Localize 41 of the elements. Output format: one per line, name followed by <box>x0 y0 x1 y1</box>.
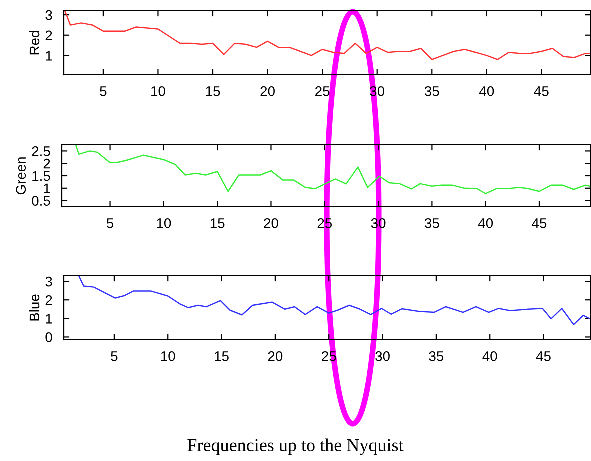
x-tick-label: 15 <box>215 352 229 362</box>
y-tick-label: 0.5 <box>32 196 50 206</box>
y-tick-label: 0 <box>46 332 52 342</box>
x-tick-label: 30 <box>376 351 390 362</box>
y-tick-label: 2 <box>46 30 52 40</box>
y-tick-label: 1 <box>46 51 52 61</box>
x-tick-label: 5 <box>106 218 114 228</box>
x-tick-label: 15 <box>206 86 220 96</box>
y-axis-title: Red <box>29 31 40 55</box>
x-tick-label: 20 <box>264 218 278 228</box>
x-tick-label: 15 <box>210 218 225 228</box>
x-tick-label: 10 <box>157 218 172 228</box>
x-tick-label: 35 <box>425 218 440 228</box>
x-tick-label: 45 <box>536 352 551 362</box>
x-tick-label: 20 <box>260 86 275 96</box>
x-tick-label: 35 <box>424 86 440 96</box>
x-tick-label: 20 <box>268 351 283 362</box>
y-tick-label: 1 <box>46 314 52 324</box>
line-series <box>78 276 591 326</box>
x-tick-label: 40 <box>478 218 494 228</box>
x-tick-label: 35 <box>429 351 444 362</box>
x-tick-label: 45 <box>532 218 547 228</box>
y-tick-label: 3 <box>46 276 52 287</box>
x-tick-label: 10 <box>152 86 166 96</box>
text: Frequencies up to the Nyquist <box>188 438 404 456</box>
x-tick-label: 10 <box>161 351 176 362</box>
x-tick-label: 25 <box>316 86 330 96</box>
x-tick-label: 5 <box>100 86 107 96</box>
x-tick-label: 5 <box>111 352 118 362</box>
y-axis-title: Green <box>16 158 26 195</box>
y-tick-label: 3 <box>46 10 52 20</box>
x-tick-label: 40 <box>482 351 498 362</box>
y-tick-label: 2.5 <box>32 146 50 156</box>
y-tick-label: 1.5 <box>32 171 50 182</box>
y-axis-title: Blue <box>29 294 40 321</box>
line-series <box>75 145 591 194</box>
y-tick-label: 1 <box>44 184 50 194</box>
x-tick-label: 40 <box>480 86 494 96</box>
y-tick-label: 2 <box>46 295 52 306</box>
y-tick-label: 2 <box>44 158 50 169</box>
x-tick-label: 45 <box>534 86 549 96</box>
